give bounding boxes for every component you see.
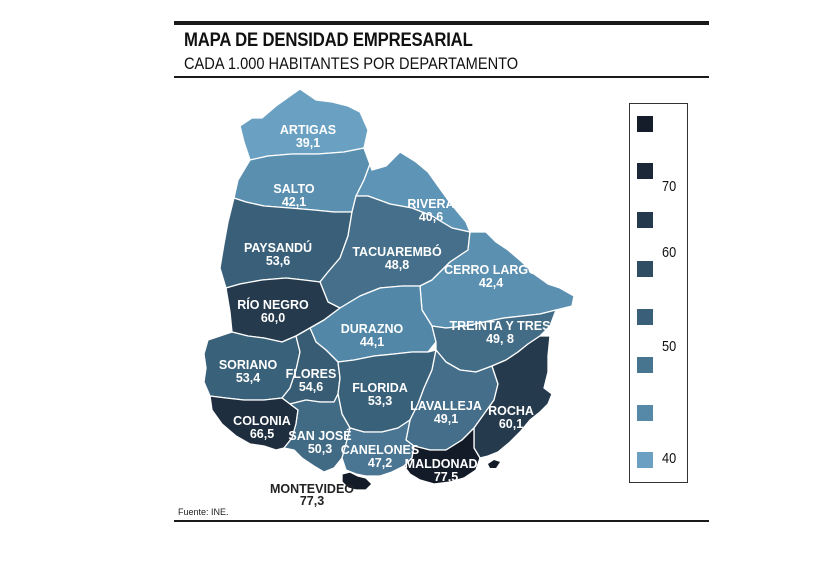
label-durazno: DURAZNO bbox=[341, 322, 404, 336]
value-paysandu: 53,6 bbox=[266, 254, 290, 268]
region-montevideo bbox=[341, 471, 373, 491]
label-soriano: SORIANO bbox=[219, 358, 278, 372]
legend-tick-50: 50 bbox=[662, 338, 677, 355]
map-title: MAPA DE DENSIDAD EMPRESARIAL bbox=[184, 30, 473, 51]
color-legend bbox=[629, 103, 688, 483]
source-note: Fuente: INE. bbox=[178, 507, 229, 517]
label-montevideo: MONTEVIDEO bbox=[270, 482, 354, 496]
map-subtitle: CADA 1.000 HABITANTES POR DEPARTAMENTO bbox=[184, 54, 519, 73]
legend-swatch-8 bbox=[637, 452, 653, 468]
value-rio-negro: 60,0 bbox=[261, 311, 285, 325]
value-salto: 42,1 bbox=[282, 195, 306, 209]
label-rivera: RIVERA bbox=[407, 197, 454, 211]
value-durazno: 44,1 bbox=[360, 335, 384, 349]
legend-swatch-7 bbox=[637, 405, 653, 421]
value-rocha: 60,1 bbox=[499, 417, 523, 431]
label-canelones: CANELONES bbox=[341, 443, 419, 457]
label-florida: FLORIDA bbox=[352, 381, 408, 395]
value-soriano: 53,4 bbox=[236, 371, 260, 385]
legend-tick-70: 70 bbox=[662, 178, 677, 195]
value-artigas: 39,1 bbox=[296, 136, 320, 150]
value-maldonado: 77,5 bbox=[434, 470, 458, 484]
value-florida: 53,3 bbox=[368, 394, 392, 408]
legend-tick-60: 60 bbox=[662, 244, 677, 261]
label-salto: SALTO bbox=[273, 182, 314, 196]
label-rio-negro: RÍO NEGRO bbox=[237, 297, 309, 312]
label-maldonado: MALDONADO bbox=[405, 457, 488, 471]
top-rule bbox=[174, 21, 709, 25]
region-maldonado bbox=[403, 427, 481, 485]
header-rule bbox=[174, 76, 709, 78]
value-rivera: 40,6 bbox=[419, 210, 443, 224]
region-rocha bbox=[473, 335, 553, 459]
department-labels: ARTIGAS 39,1 SALTO 42,1 RIVERA 40,6 PAYS… bbox=[219, 123, 551, 508]
label-san-jose: SAN JOSÉ bbox=[288, 428, 351, 443]
legend-swatch-3 bbox=[637, 212, 653, 228]
label-paysandu: PAYSANDÚ bbox=[244, 240, 312, 255]
legend-swatch-2 bbox=[637, 163, 653, 179]
label-flores: FLORES bbox=[286, 367, 337, 381]
region-san-jose bbox=[283, 393, 351, 473]
gorriti-island bbox=[488, 460, 500, 468]
label-tacuarembo: TACUAREMBÓ bbox=[352, 244, 442, 259]
label-rocha: ROCHA bbox=[488, 404, 534, 418]
value-canelones: 47,2 bbox=[368, 456, 392, 470]
legend-swatch-6 bbox=[637, 357, 653, 373]
value-lavalleja: 49,1 bbox=[434, 412, 458, 426]
legend-swatch-1 bbox=[637, 116, 653, 132]
legend-swatch-4 bbox=[637, 261, 653, 277]
label-lavalleja: LAVALLEJA bbox=[410, 399, 482, 413]
value-tacuarembo: 48,8 bbox=[385, 258, 409, 272]
label-artigas: ARTIGAS bbox=[280, 123, 336, 137]
legend-tick-40: 40 bbox=[662, 450, 677, 467]
legend-swatch-5 bbox=[637, 309, 653, 325]
label-colonia: COLONIA bbox=[233, 414, 291, 428]
label-treinta-y-tres: TREINTA Y TRES bbox=[450, 319, 551, 333]
value-treinta-y-tres: 49, 8 bbox=[486, 332, 514, 346]
value-colonia: 66,5 bbox=[250, 427, 274, 441]
value-cerro-largo: 42,4 bbox=[479, 276, 503, 290]
value-flores: 54,6 bbox=[299, 380, 323, 394]
label-cerro-largo: CERRO LARGO bbox=[444, 263, 538, 277]
bottom-rule bbox=[174, 520, 709, 522]
value-san-jose: 50,3 bbox=[308, 442, 332, 456]
value-montevideo: 77,3 bbox=[300, 494, 324, 508]
